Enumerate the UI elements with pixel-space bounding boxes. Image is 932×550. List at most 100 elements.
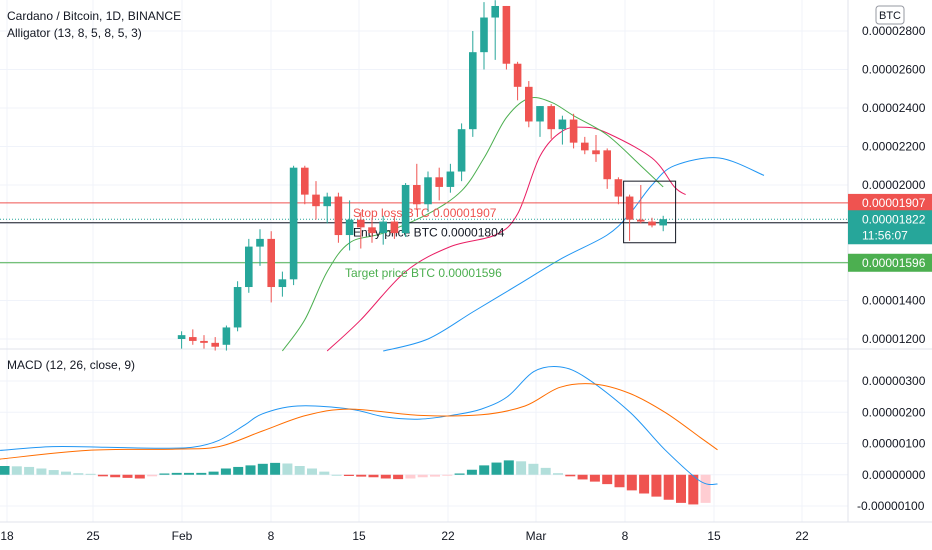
stop-level-text: Stop loss BTC 0.00001907 — [353, 206, 497, 220]
candle — [278, 271, 287, 297]
macd-histogram-bar — [208, 471, 219, 475]
macd-histogram-bar — [651, 474, 662, 497]
candle — [637, 185, 645, 224]
price-tick-label: 0.00001200 — [862, 332, 926, 346]
macd-histogram-bar — [528, 463, 539, 475]
current-price-badge: 0.00001822 11:56:07 — [848, 210, 932, 245]
macd-histogram-bar — [700, 474, 711, 503]
macd-histogram-bar — [307, 468, 317, 475]
alligator-lips-line — [281, 96, 664, 352]
candle — [345, 200, 354, 251]
macd-tick-label: 0.00000200 — [862, 405, 926, 419]
date-axis: 18 25 Feb 8 15 22 Mar 8 15 22 — [0, 529, 809, 543]
macd-histogram-bar — [159, 473, 170, 475]
alligator-jaw-line — [383, 157, 765, 352]
macd-histogram-bar — [442, 474, 453, 476]
candle — [547, 104, 555, 139]
date-tick-label: 25 — [86, 529, 100, 543]
candle — [536, 106, 544, 137]
candle — [413, 163, 421, 211]
macd-histogram-bar — [85, 473, 96, 475]
macd-histogram-bar — [196, 472, 207, 475]
macd-histogram-bar — [171, 472, 182, 475]
candle — [569, 113, 578, 149]
macd-histogram-bar — [270, 462, 281, 475]
candle — [323, 192, 331, 224]
macd-signal-line — [0, 383, 718, 460]
candle — [222, 325, 231, 351]
macd-tick-label: -0.00000100 — [857, 499, 925, 513]
price-tick-label: 0.00002000 — [862, 178, 926, 192]
macd-histogram-bar — [36, 468, 47, 475]
macd-tick-label: 0.00000100 — [862, 437, 926, 451]
candle — [435, 167, 443, 201]
candle — [480, 2, 488, 70]
candlesticks — [177, 0, 677, 351]
macd-histogram-bar — [343, 474, 354, 476]
macd-tick-label: 0.00000300 — [862, 374, 926, 388]
candle — [558, 115, 567, 145]
candle — [457, 123, 466, 182]
macd-histogram-bar — [0, 466, 10, 475]
macd-histogram-bar — [97, 474, 108, 477]
date-tick-label: 15 — [352, 529, 366, 543]
bar-countdown-label: 11:56:07 — [862, 228, 908, 242]
macd-histogram-bar — [466, 469, 477, 475]
currency-badge[interactable]: BTC — [875, 5, 905, 25]
macd-histogram-bar — [380, 474, 391, 479]
macd-histogram-bar — [147, 474, 158, 477]
candle — [189, 329, 197, 345]
macd-histogram-bar — [122, 474, 133, 478]
candle — [390, 215, 399, 239]
candle — [648, 217, 656, 228]
date-tick-label: 22 — [441, 529, 455, 543]
macd-histogram-bar — [294, 466, 305, 475]
date-tick-label: Feb — [172, 529, 193, 543]
date-tick-label: 8 — [622, 529, 629, 543]
macd-histogram-bar — [11, 466, 22, 475]
candle — [659, 215, 667, 232]
macd-tick-label: 0.00000000 — [862, 468, 926, 482]
date-tick-label: Mar — [526, 529, 547, 543]
macd-line — [0, 366, 718, 485]
macd-histogram-bar — [405, 474, 416, 479]
chart-title: Cardano / Bitcoin, 1D, BINANCE — [7, 9, 181, 23]
price-tick-label: 0.00002800 — [862, 24, 926, 38]
date-tick-label: 8 — [268, 529, 275, 543]
macd-histogram-bar — [417, 474, 428, 478]
alligator-lines — [281, 96, 765, 352]
candle — [211, 337, 219, 351]
macd-histogram-bar — [356, 474, 367, 477]
grid-lines — [0, 0, 932, 523]
date-tick-label: 15 — [707, 529, 721, 543]
price-tick-label: 0.00002200 — [862, 140, 926, 154]
candle — [177, 331, 186, 349]
macd-histogram-bar — [110, 474, 121, 478]
macd-histogram-bar — [134, 474, 145, 479]
candle — [424, 171, 432, 212]
price-axis: 0.000012000.000014000.000016000.00001800… — [848, 24, 932, 513]
candle — [513, 61, 522, 101]
candle — [289, 165, 298, 286]
candle — [446, 163, 455, 193]
macd-pane — [0, 366, 718, 505]
candle — [525, 81, 533, 128]
candle — [603, 148, 611, 189]
candle — [491, 0, 499, 60]
macd-histogram-bar — [331, 474, 342, 476]
alligator-teeth-line — [326, 126, 686, 352]
macd-histogram-bar — [233, 466, 244, 475]
date-tick-label: 22 — [795, 529, 809, 543]
candle — [401, 183, 410, 237]
macd-histogram-bar — [430, 474, 440, 477]
macd-histogram-bar — [184, 472, 194, 475]
current-price-label: 0.00001822 — [862, 212, 926, 226]
macd-histogram-bar — [61, 471, 71, 475]
macd-histogram-bar — [368, 474, 379, 478]
stop-axis-label: 0.00001907 — [862, 196, 926, 210]
candle — [502, 5, 511, 70]
macd-histogram-bar — [688, 474, 699, 505]
macd-histogram-bar — [589, 474, 600, 482]
